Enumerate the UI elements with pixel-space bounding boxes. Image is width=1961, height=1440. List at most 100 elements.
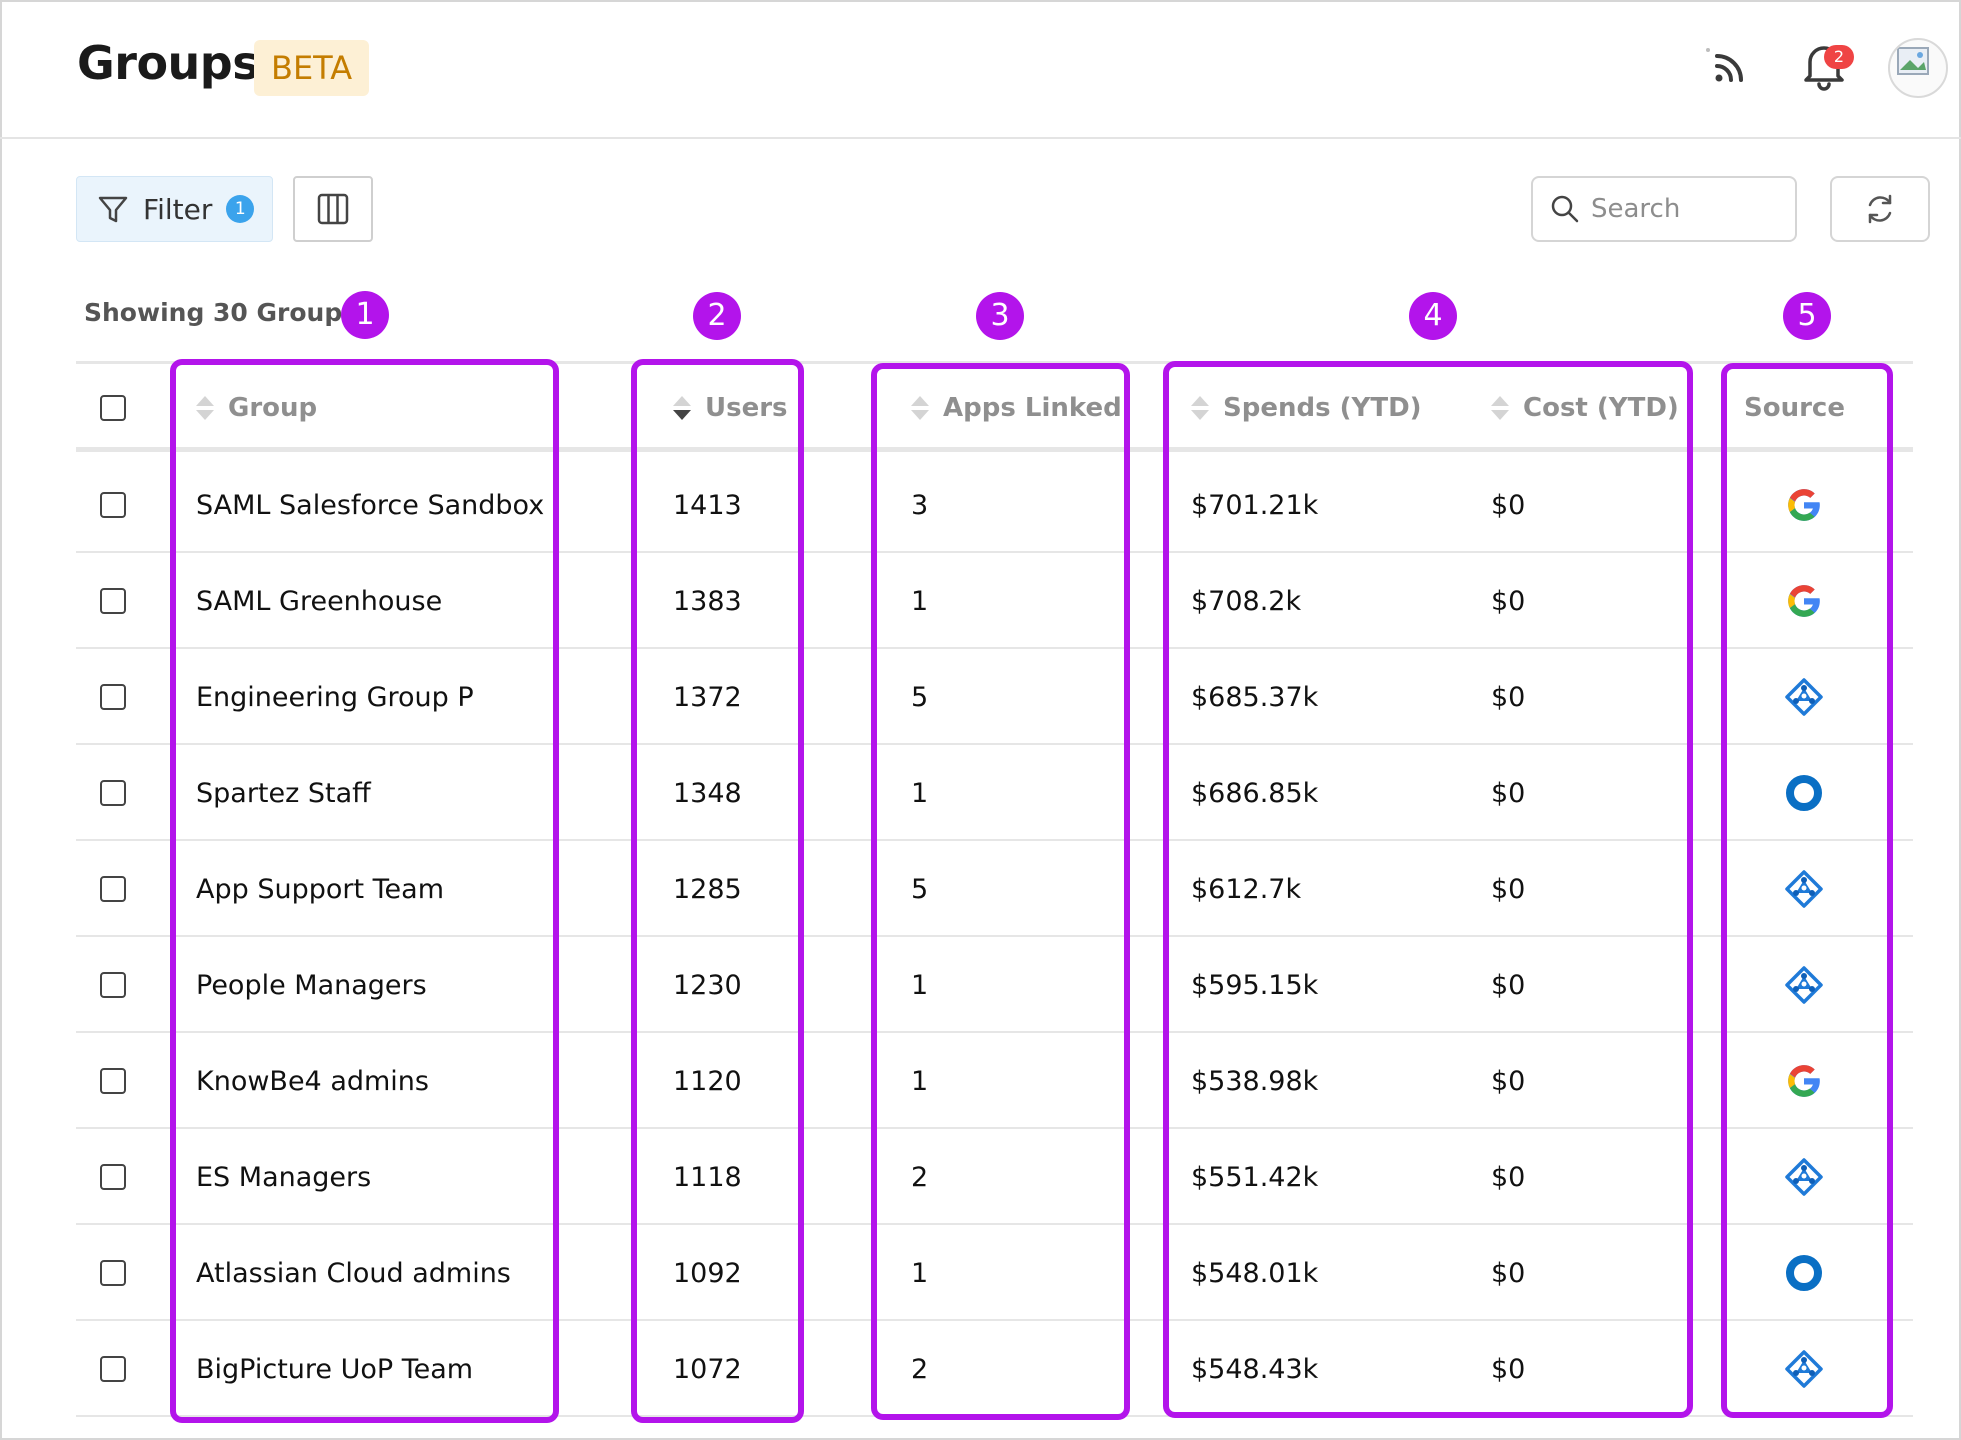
source-cell (1776, 1033, 1831, 1129)
annotation-number-3: 3 (976, 292, 1024, 340)
sort-icon (196, 396, 214, 420)
apps-linked-count: 2 (911, 1353, 929, 1385)
select-all-checkbox[interactable] (100, 395, 126, 421)
column-header-apps-linked[interactable]: Apps Linked (911, 364, 1122, 452)
table-row[interactable]: BigPicture UoP Team 1072 2 $548.43k $0 (76, 1321, 1913, 1417)
okta-icon (1785, 775, 1822, 811)
spends-ytd: $686.85k (1191, 777, 1319, 809)
group-name[interactable]: App Support Team (196, 873, 445, 905)
users-count: 1120 (673, 1065, 742, 1097)
apps-linked-count: 1 (911, 1065, 929, 1097)
table-row[interactable]: Engineering Group P 1372 5 $685.37k $0 (76, 649, 1913, 745)
row-checkbox[interactable] (100, 1260, 126, 1286)
annotation-box-1 (170, 359, 559, 1423)
table-row[interactable]: Atlassian Cloud admins 1092 1 $548.01k $0 (76, 1225, 1913, 1321)
cost-ytd: $0 (1491, 969, 1526, 1001)
group-name[interactable]: Spartez Staff (196, 777, 371, 809)
row-checkbox[interactable] (100, 588, 126, 614)
source-cell (1776, 841, 1831, 937)
user-avatar[interactable] (1888, 38, 1948, 98)
table-row[interactable]: KnowBe4 admins 1120 1 $538.98k $0 (76, 1033, 1913, 1129)
column-header-source[interactable]: Source (1744, 364, 1845, 452)
refresh-button[interactable] (1830, 176, 1930, 242)
group-name[interactable]: KnowBe4 admins (196, 1065, 429, 1097)
row-checkbox[interactable] (100, 684, 126, 710)
table-row[interactable]: ES Managers 1118 2 $551.42k $0 (76, 1129, 1913, 1225)
table-top-divider (76, 361, 1913, 364)
users-count: 1285 (673, 873, 742, 905)
columns-icon (317, 193, 349, 225)
group-name[interactable]: People Managers (196, 969, 427, 1001)
search-box[interactable] (1531, 176, 1797, 242)
page-title: Groups (77, 36, 260, 90)
apps-linked-count: 3 (911, 489, 929, 521)
column-header-users[interactable]: Users (673, 364, 788, 452)
search-input[interactable] (1591, 194, 1781, 224)
row-checkbox[interactable] (100, 780, 126, 806)
column-header-cost[interactable]: Cost (YTD) (1491, 364, 1679, 452)
annotation-box-5 (1721, 363, 1893, 1418)
apps-linked-count: 2 (911, 1161, 929, 1193)
group-name[interactable]: Atlassian Cloud admins (196, 1257, 511, 1289)
users-count: 1072 (673, 1353, 742, 1385)
group-name[interactable]: BigPicture UoP Team (196, 1353, 474, 1385)
column-header-group-label: Group (228, 393, 318, 423)
spends-ytd: $548.01k (1191, 1257, 1319, 1289)
row-checkbox[interactable] (100, 1164, 126, 1190)
row-select-cell (100, 1129, 126, 1225)
filter-count-badge: 1 (226, 195, 255, 223)
annotation-box-2 (631, 359, 804, 1423)
group-name[interactable]: SAML Salesforce Sandbox (196, 489, 545, 521)
source-cell (1776, 937, 1831, 1033)
table-row[interactable]: SAML Greenhouse 1383 1 $708.2k $0 (76, 553, 1913, 649)
google-icon (1787, 489, 1820, 521)
column-header-group[interactable]: Group (196, 364, 317, 452)
column-header-source-label: Source (1744, 393, 1845, 423)
results-summary: Showing 30 Groups (84, 298, 358, 327)
sort-desc-icon (673, 396, 691, 420)
azure-ad-icon (1784, 1350, 1823, 1388)
row-checkbox[interactable] (100, 876, 126, 902)
annotation-number-2: 2 (693, 292, 741, 340)
users-count: 1230 (673, 969, 742, 1001)
annotation-number-1: 1 (341, 291, 389, 339)
spends-ytd: $612.7k (1191, 873, 1302, 905)
annotation-box-4 (1163, 361, 1693, 1418)
group-name[interactable]: SAML Greenhouse (196, 585, 443, 617)
search-icon (1551, 195, 1579, 223)
apps-linked-count: 5 (911, 681, 929, 713)
cost-ytd: $0 (1491, 1065, 1526, 1097)
rss-feed-icon[interactable] (1705, 40, 1749, 92)
notification-count-badge: 2 (1824, 45, 1854, 69)
row-select-cell (100, 649, 126, 745)
cost-ytd: $0 (1491, 585, 1526, 617)
table-row[interactable]: App Support Team 1285 5 $612.7k $0 (76, 841, 1913, 937)
group-name[interactable]: ES Managers (196, 1161, 372, 1193)
apps-linked-count: 1 (911, 969, 929, 1001)
filter-button[interactable]: Filter 1 (76, 176, 273, 242)
users-count: 1118 (673, 1161, 742, 1193)
group-name[interactable]: Engineering Group P (196, 681, 474, 713)
apps-linked-count: 1 (911, 585, 929, 617)
row-checkbox[interactable] (100, 1068, 126, 1094)
column-header-spends[interactable]: Spends (YTD) (1191, 364, 1422, 452)
cost-ytd: $0 (1491, 1161, 1526, 1193)
source-cell (1776, 1321, 1831, 1417)
column-header-cost-label: Cost (YTD) (1523, 393, 1679, 423)
table-header-row: Group Users Apps Linked Spends (YTD) Cos… (76, 364, 1913, 452)
apps-linked-count: 1 (911, 777, 929, 809)
column-settings-button[interactable] (293, 176, 373, 242)
column-header-users-label: Users (705, 393, 788, 423)
table-row[interactable]: People Managers 1230 1 $595.15k $0 (76, 937, 1913, 1033)
cost-ytd: $0 (1491, 1257, 1526, 1289)
row-select-cell (100, 457, 126, 553)
row-checkbox[interactable] (100, 492, 126, 518)
table-row[interactable]: SAML Salesforce Sandbox 1413 3 $701.21k $0 (76, 457, 1913, 553)
row-checkbox[interactable] (100, 1356, 126, 1382)
users-count: 1348 (673, 777, 742, 809)
row-select-cell (100, 1033, 126, 1129)
table-row[interactable]: Spartez Staff 1348 1 $686.85k $0 (76, 745, 1913, 841)
row-checkbox[interactable] (100, 972, 126, 998)
apps-linked-count: 1 (911, 1257, 929, 1289)
column-header-spends-label: Spends (YTD) (1223, 393, 1422, 423)
